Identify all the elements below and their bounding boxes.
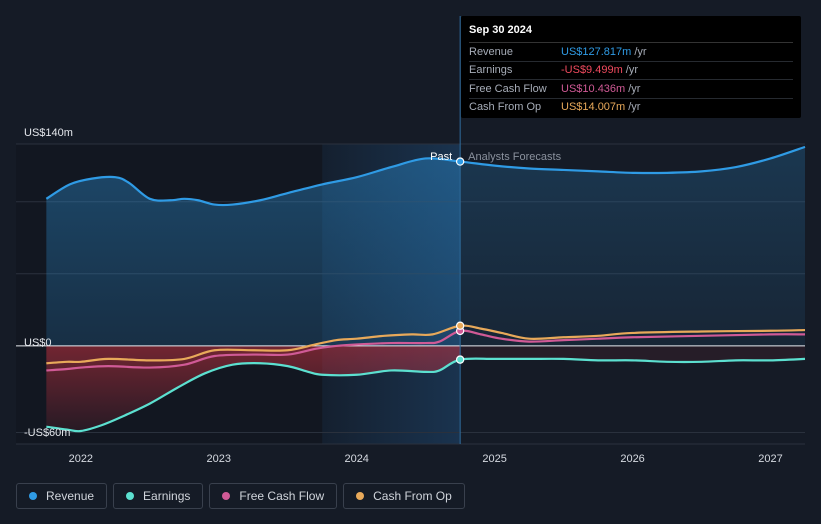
y-label-bottom: -US$60m	[24, 427, 70, 439]
earnings-marker	[455, 355, 465, 364]
x-tick-label: 2026	[620, 453, 644, 465]
cash-from-op-dot-icon	[356, 492, 365, 500]
revenue-marker	[455, 157, 465, 166]
tooltip-row-earnings: Earnings -US$9.499m /yr	[469, 62, 793, 80]
x-tick-label: 2024	[344, 453, 368, 465]
cash-from-op-line	[46, 324, 806, 365]
tooltip-date: Sep 30 2024	[469, 24, 793, 43]
revenue-area-past	[46, 158, 461, 346]
tooltip-label: Revenue	[469, 45, 514, 58]
tooltip-unit: /yr	[628, 101, 641, 114]
x-tick-label: 2023	[207, 453, 231, 465]
tooltip: Sep 30 2024 Revenue US$127.817m /yr Earn…	[461, 16, 801, 118]
x-tick-label: 2027	[758, 453, 782, 465]
x-tick-label: 2025	[482, 453, 506, 465]
tooltip-label: Cash From Op	[469, 101, 542, 114]
tooltip-row-fcf: Free Cash Flow US$10.436m /yr	[469, 80, 793, 99]
legend-item-free-cash-flow[interactable]: Free Cash Flow	[209, 483, 338, 509]
legend-label: Earnings	[143, 489, 191, 503]
cash-from-op-marker	[455, 321, 465, 330]
legend-label: Cash From Op	[373, 489, 452, 503]
tooltip-label: Earnings	[469, 64, 513, 77]
tooltip-label: Free Cash Flow	[469, 82, 547, 95]
forecast-label: Analysts Forecasts	[468, 151, 561, 163]
tooltip-unit: /yr	[634, 45, 647, 58]
y-label-top: US$140m	[24, 127, 73, 139]
tooltip-unit: /yr	[625, 64, 638, 77]
earnings-line	[46, 357, 806, 433]
tooltip-value: US$10.436m	[561, 82, 626, 95]
earnings-dot-icon	[126, 492, 135, 500]
legend-item-earnings[interactable]: Earnings	[113, 483, 204, 509]
legend-label: Revenue	[46, 489, 95, 503]
tooltip-value: -US$9.499m	[561, 64, 623, 77]
tooltip-row-revenue: Revenue US$127.817m /yr	[469, 43, 793, 62]
free-cash-flow-dot-icon	[222, 492, 231, 500]
tooltip-value: US$127.817m	[561, 45, 632, 58]
legend-label: Free Cash Flow	[239, 489, 325, 503]
legend-item-cash-from-op[interactable]: Cash From Op	[343, 483, 465, 509]
legend-item-revenue[interactable]: Revenue	[16, 483, 108, 509]
past-label: Past	[430, 151, 452, 163]
revenue-area-forecast	[460, 146, 805, 346]
tooltip-value: US$14.007m	[561, 101, 626, 114]
y-label-zero: US$0	[24, 337, 52, 349]
tooltip-row-cfo: Cash From Op US$14.007m /yr	[469, 99, 793, 117]
free-cash-flow-line	[46, 329, 806, 372]
revenue-dot-icon	[29, 492, 37, 500]
x-tick-label: 2022	[69, 453, 93, 465]
legend: Revenue Earnings Free Cash Flow Cash Fro…	[16, 483, 465, 509]
tooltip-unit: /yr	[628, 82, 641, 95]
revenue-line	[45, 145, 806, 207]
